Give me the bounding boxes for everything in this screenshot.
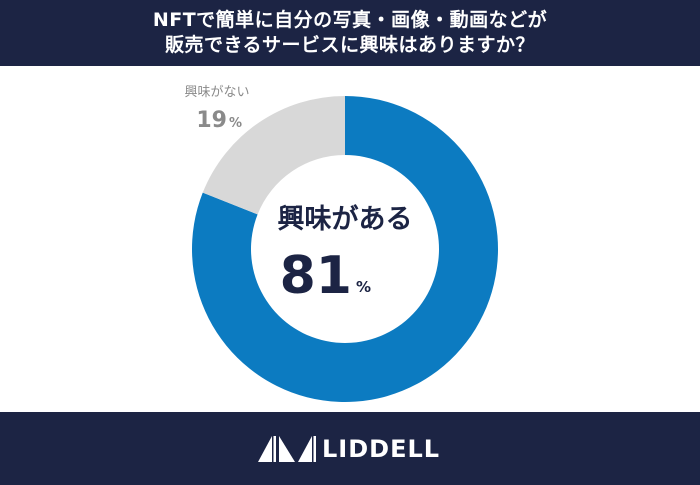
unit-not-interested: % <box>229 116 242 131</box>
footer-banner: LIDDELL <box>0 412 700 485</box>
value-interested: 81 <box>280 246 352 306</box>
header-banner: NFTで簡単に自分の写真・画像・動画などが 販売できるサービスに興味はありますか… <box>0 0 700 66</box>
donut-chart: 興味がある 81 % 興味がない 19 % <box>184 85 499 402</box>
unit-interested: % <box>356 278 371 296</box>
value-not-interested: 19 <box>196 108 227 133</box>
label-interested: 興味がある <box>278 203 413 235</box>
liddell-logo-icon <box>258 436 316 462</box>
liddell-logo: LIDDELL <box>258 436 440 462</box>
title-line-1: NFTで簡単に自分の写真・画像・動画などが <box>152 9 548 31</box>
label-not-interested: 興味がない <box>184 85 249 100</box>
logo-wordmark: LIDDELL <box>322 435 441 463</box>
slice-interested <box>192 96 499 402</box>
title-line-2: 販売できるサービスに興味はありますか？ <box>164 34 536 56</box>
slice-not-interested <box>202 96 345 215</box>
